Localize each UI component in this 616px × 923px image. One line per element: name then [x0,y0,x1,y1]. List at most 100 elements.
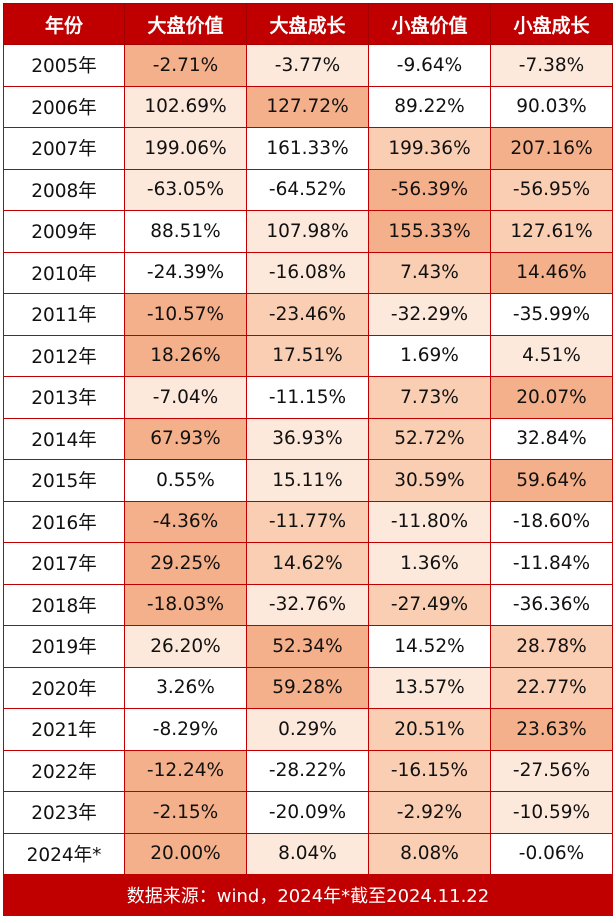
value-cell-small-value: 13.57% [368,666,491,709]
value-cell-small-value: -11.80% [368,500,491,543]
value-cell-small-growth: -36.36% [490,583,613,626]
table-row: 2012年 18.26% 17.51% 1.69% 4.51% [3,334,613,377]
table-body: 2005年 -2.71% -3.77% -9.64% -7.38% 2006年 102.69… [3,44,613,875]
table-row: 2005年 -2.71% -3.77% -9.64% -7.38% [3,44,613,87]
year-cell: 2015年 [3,459,125,502]
value-cell-large-value: -10.57% [124,293,247,336]
value-cell-small-value: -9.64% [368,44,491,87]
value-cell-small-value: 30.59% [368,459,491,502]
value-cell-small-value: -27.49% [368,583,491,626]
returns-table-container: 年份 大盘价值 大盘成长 小盘价值 小盘成长 2005年 -2.71% -3.77%… [3,3,613,918]
table-row: 2008年 -63.05% -64.52% -56.39% -56.95% [3,168,613,211]
table-row: 2021年 -8.29% 0.29% 20.51% 23.63% [3,708,613,751]
value-cell-large-growth: 161.33% [246,127,369,170]
value-cell-large-value: -4.36% [124,500,247,543]
value-cell-large-value: 102.69% [124,85,247,128]
value-cell-small-growth: -27.56% [490,749,613,792]
table-row: 2020年 3.26% 59.28% 13.57% 22.77% [3,666,613,709]
value-cell-small-value: 1.36% [368,542,491,585]
table-row: 2007年 199.06% 161.33% 199.36% 207.16% [3,127,613,170]
value-cell-large-value: 18.26% [124,334,247,377]
value-cell-large-growth: 59.28% [246,666,369,709]
year-cell: 2011年 [3,293,125,336]
value-cell-small-growth: 14.46% [490,251,613,294]
value-cell-large-value: -2.15% [124,791,247,834]
year-cell: 2008年 [3,168,125,211]
table-row: 2018年 -18.03% -32.76% -27.49% -36.36% [3,583,613,626]
year-cell: 2016年 [3,500,125,543]
year-cell: 2014年 [3,417,125,460]
table-row: 2010年 -24.39% -16.08% 7.43% 14.46% [3,251,613,294]
value-cell-large-growth: 107.98% [246,210,369,253]
year-cell: 2010年 [3,251,125,294]
value-cell-small-value: 7.43% [368,251,491,294]
year-cell: 2022年 [3,749,125,792]
value-cell-small-growth: -10.59% [490,791,613,834]
value-cell-large-value: 3.26% [124,666,247,709]
value-cell-small-growth: -0.06% [490,832,613,875]
value-cell-large-value: -63.05% [124,168,247,211]
value-cell-small-growth: 127.61% [490,210,613,253]
value-cell-large-growth: 0.29% [246,708,369,751]
year-cell: 2006年 [3,85,125,128]
header-large-value: 大盘价值 [124,3,247,45]
table-row: 2014年 67.93% 36.93% 52.72% 32.84% [3,417,613,460]
value-cell-small-value: 155.33% [368,210,491,253]
value-cell-small-growth: 90.03% [490,85,613,128]
value-cell-large-growth: -64.52% [246,168,369,211]
value-cell-large-growth: -3.77% [246,44,369,87]
value-cell-large-growth: -11.15% [246,376,369,419]
year-cell: 2012年 [3,334,125,377]
value-cell-small-growth: 4.51% [490,334,613,377]
table-row: 2013年 -7.04% -11.15% 7.73% 20.07% [3,376,613,419]
table-row: 2011年 -10.57% -23.46% -32.29% -35.99% [3,293,613,336]
table-row: 2019年 26.20% 52.34% 14.52% 28.78% [3,625,613,668]
table-row: 2015年 0.55% 15.11% 30.59% 59.64% [3,459,613,502]
value-cell-small-growth: 22.77% [490,666,613,709]
value-cell-small-value: 52.72% [368,417,491,460]
header-small-growth: 小盘成长 [490,3,613,45]
value-cell-large-value: 67.93% [124,417,247,460]
value-cell-large-value: -2.71% [124,44,247,87]
value-cell-large-growth: -11.77% [246,500,369,543]
table-row: 2006年 102.69% 127.72% 89.22% 90.03% [3,85,613,128]
value-cell-small-growth: -35.99% [490,293,613,336]
value-cell-large-value: 199.06% [124,127,247,170]
header-small-value: 小盘价值 [368,3,491,45]
table-header-row: 年份 大盘价值 大盘成长 小盘价值 小盘成长 [3,3,613,45]
returns-table: 年份 大盘价值 大盘成长 小盘价值 小盘成长 2005年 -2.71% -3.77%… [3,3,613,916]
value-cell-large-growth: 17.51% [246,334,369,377]
table-row: 2016年 -4.36% -11.77% -11.80% -18.60% [3,500,613,543]
value-cell-small-value: 7.73% [368,376,491,419]
value-cell-small-value: 8.08% [368,832,491,875]
value-cell-large-value: 88.51% [124,210,247,253]
source-footnote: 数据来源：wind，2024年*截至2024.11.22 [3,874,613,916]
value-cell-small-growth: -7.38% [490,44,613,87]
value-cell-small-growth: 23.63% [490,708,613,751]
table-row: 2009年 88.51% 107.98% 155.33% 127.61% [3,210,613,253]
value-cell-large-growth: -20.09% [246,791,369,834]
header-year: 年份 [3,3,125,45]
value-cell-large-value: 29.25% [124,542,247,585]
year-cell: 2019年 [3,625,125,668]
value-cell-large-value: -12.24% [124,749,247,792]
table-row: 2022年 -12.24% -28.22% -16.15% -27.56% [3,749,613,792]
value-cell-small-growth: 59.64% [490,459,613,502]
year-cell: 2018年 [3,583,125,626]
value-cell-small-growth: -11.84% [490,542,613,585]
table-row: 2023年 -2.15% -20.09% -2.92% -10.59% [3,791,613,834]
value-cell-large-growth: 52.34% [246,625,369,668]
value-cell-small-value: 1.69% [368,334,491,377]
value-cell-small-growth: 28.78% [490,625,613,668]
value-cell-small-value: 20.51% [368,708,491,751]
value-cell-large-growth: 14.62% [246,542,369,585]
value-cell-small-value: -32.29% [368,293,491,336]
value-cell-small-value: 199.36% [368,127,491,170]
value-cell-large-value: -24.39% [124,251,247,294]
year-cell: 2023年 [3,791,125,834]
year-cell: 2021年 [3,708,125,751]
value-cell-small-value: -56.39% [368,168,491,211]
value-cell-small-value: -2.92% [368,791,491,834]
value-cell-large-value: 26.20% [124,625,247,668]
value-cell-large-growth: 15.11% [246,459,369,502]
